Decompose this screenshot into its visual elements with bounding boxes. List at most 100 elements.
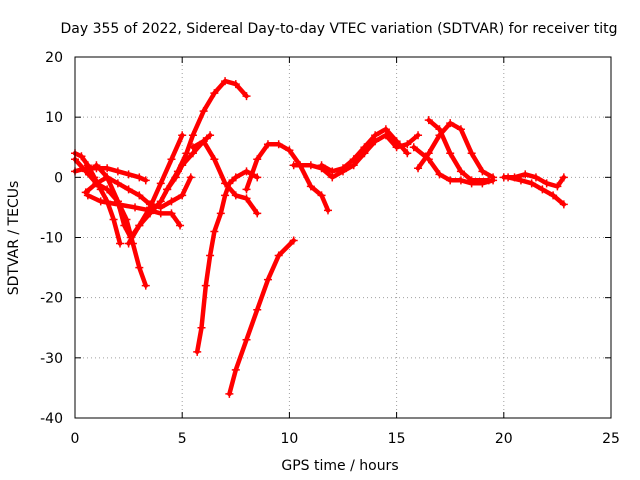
data-point [124, 239, 133, 248]
data-point [197, 323, 206, 332]
data-point [92, 179, 101, 188]
x-tick-label: 25 [602, 431, 620, 447]
data-point [456, 167, 465, 176]
data-point [231, 365, 240, 374]
data-point [403, 140, 412, 149]
data-point [182, 149, 191, 158]
y-tick-label: -20 [40, 291, 63, 307]
data-point [253, 305, 262, 314]
series-arc-14 [317, 125, 412, 176]
data-point [317, 191, 326, 200]
data-point [242, 194, 251, 203]
data-point [478, 167, 487, 176]
data-point [124, 170, 133, 179]
data-point [186, 173, 195, 182]
data-point [446, 176, 455, 185]
data-point [103, 164, 112, 173]
series-arc-8 [163, 77, 251, 194]
data-point [156, 197, 165, 206]
data-point [113, 197, 122, 206]
data-point [231, 80, 240, 89]
y-tick-label: -10 [40, 231, 63, 247]
data-point [392, 137, 401, 146]
data-point [77, 152, 86, 161]
data-point [120, 221, 129, 230]
data-point [96, 197, 105, 206]
data-point [531, 173, 540, 182]
data-point [242, 167, 251, 176]
data-point [178, 191, 187, 200]
x-tick-label: 0 [71, 431, 80, 447]
data-point [446, 149, 455, 158]
data-point [253, 173, 262, 182]
data-point [274, 251, 283, 260]
data-point [424, 116, 433, 125]
data-point [163, 185, 172, 194]
data-point [178, 131, 187, 140]
data-point [103, 173, 112, 182]
data-point [131, 203, 140, 212]
data-point [135, 221, 144, 230]
data-point [135, 173, 144, 182]
series-arc-12 [242, 140, 332, 215]
data-point [167, 197, 176, 206]
data-point [193, 347, 202, 356]
data-point [328, 167, 337, 176]
data-point [156, 179, 165, 188]
data-point [317, 161, 326, 170]
data-point [83, 191, 92, 200]
data-point [381, 125, 390, 134]
data-point [221, 191, 230, 200]
data-point [242, 335, 251, 344]
x-tick-label: 5 [178, 431, 187, 447]
data-point [274, 140, 283, 149]
data-point [156, 209, 165, 218]
data-point [403, 149, 412, 158]
data-point [253, 155, 262, 164]
x-tick-label: 10 [280, 431, 298, 447]
data-point [242, 185, 251, 194]
data-point [141, 176, 150, 185]
data-point [135, 263, 144, 272]
chart-title: Day 355 of 2022, Sidereal Day-to-day VTE… [61, 21, 618, 37]
y-tick-label: 20 [45, 50, 63, 66]
data-point [199, 137, 208, 146]
data-point [409, 143, 418, 152]
data-point [231, 191, 240, 200]
series-arc-19 [504, 173, 568, 209]
data-point [306, 182, 315, 191]
data-point [446, 119, 455, 128]
data-point [103, 185, 112, 194]
data-point [201, 281, 210, 290]
series-arc-18 [499, 170, 568, 191]
data-point [435, 125, 444, 134]
data-point [467, 179, 476, 188]
data-point [467, 149, 476, 158]
data-point [210, 89, 219, 98]
data-point [216, 209, 225, 218]
y-tick-label: 10 [45, 110, 63, 126]
data-point [516, 176, 525, 185]
data-point [167, 209, 176, 218]
data-point [285, 146, 294, 155]
y-tick-label: -30 [40, 351, 63, 367]
y-tick-label: 0 [54, 170, 63, 186]
series-layer [71, 77, 568, 398]
y-tick-label: -40 [40, 411, 63, 427]
data-point [349, 155, 358, 164]
data-point [289, 161, 298, 170]
data-point [306, 161, 315, 170]
data-point [549, 191, 558, 200]
y-axis-label: SDTVAR / TECUs [6, 181, 22, 296]
data-point [210, 227, 219, 236]
data-point [231, 173, 240, 182]
series-line [85, 193, 183, 228]
data-point [435, 170, 444, 179]
data-point [206, 131, 215, 140]
data-point [360, 143, 369, 152]
x-tick-label: 15 [388, 431, 406, 447]
series-arc-9 [188, 137, 262, 218]
grid [74, 56, 612, 419]
data-point [414, 164, 423, 173]
data-point [176, 221, 185, 230]
